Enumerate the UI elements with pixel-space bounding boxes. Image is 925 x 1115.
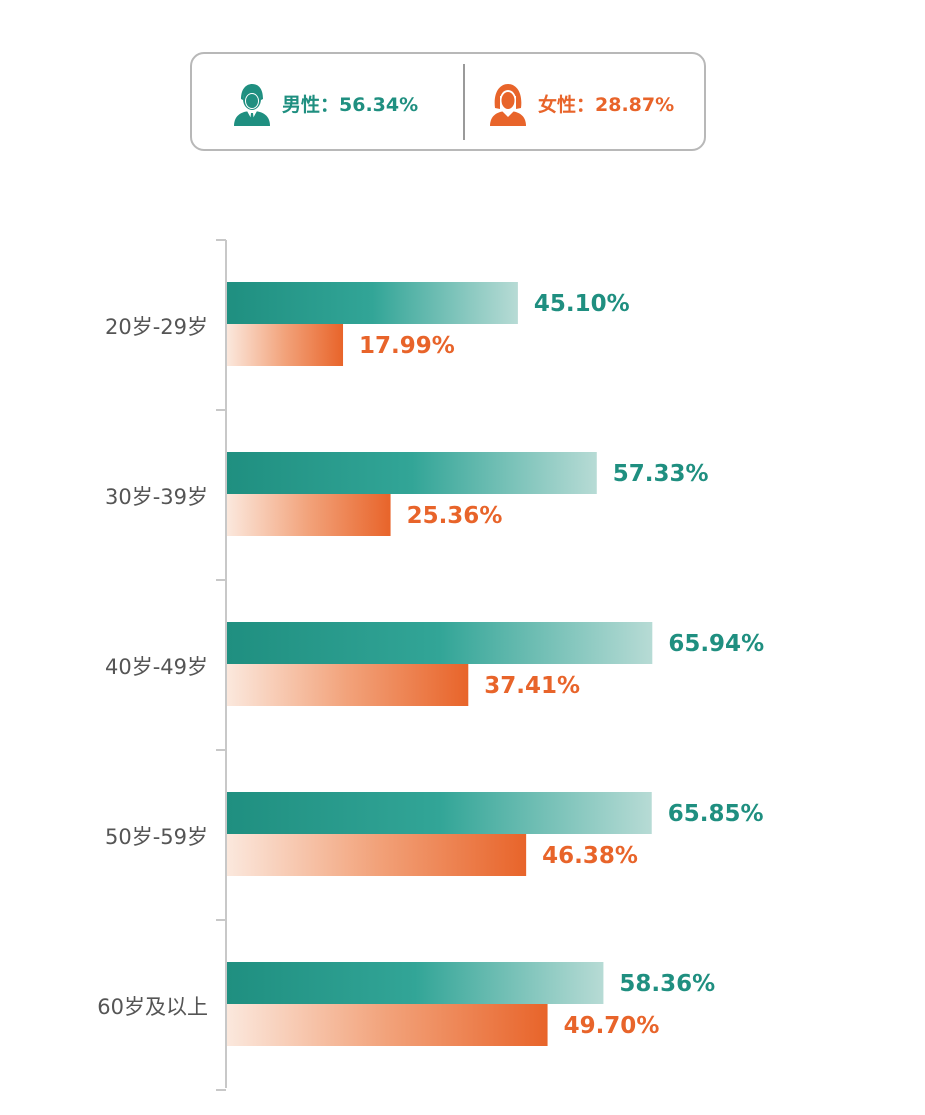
category-label: 60岁及以上 xyxy=(97,995,208,1019)
data-label-female: 46.38% xyxy=(542,843,638,869)
data-label-male: 57.33% xyxy=(613,461,709,487)
male-avatar-icon xyxy=(234,83,270,126)
bars: 45.10% 17.99% 57.33% 25.36% 65.94% 37.41% 65.8… xyxy=(227,282,764,1046)
y-axis: 20岁-29岁 30岁-39岁 40岁-49岁 50岁-59岁 60岁及以上 xyxy=(97,239,227,1091)
data-label-female: 17.99% xyxy=(359,333,455,359)
female-avatar-icon xyxy=(490,83,526,126)
category-label: 40岁-49岁 xyxy=(105,655,208,679)
legend-divider xyxy=(463,64,465,140)
legend-box: 男性：56.34% 女性：28.87% xyxy=(190,52,706,151)
bar-male xyxy=(227,452,597,494)
legend-item-male: 男性：56.34% xyxy=(232,54,418,153)
legend-item-female: 女性：28.87% xyxy=(488,54,674,153)
legend-male-label: 男性：56.34% xyxy=(282,94,419,116)
bar-female xyxy=(227,834,527,876)
bar-female xyxy=(227,324,344,366)
data-label-male: 58.36% xyxy=(619,971,715,997)
data-label-male: 65.85% xyxy=(668,801,764,827)
bar-male xyxy=(227,962,604,1004)
category-label: 30岁-39岁 xyxy=(105,485,208,509)
bar-male xyxy=(227,622,653,664)
category-label: 50岁-59岁 xyxy=(105,825,208,849)
bar-male xyxy=(227,792,652,834)
category-label: 20岁-29岁 xyxy=(105,315,208,339)
data-label-male: 45.10% xyxy=(534,291,630,317)
data-label-female: 25.36% xyxy=(407,503,503,529)
data-label-female: 37.41% xyxy=(484,673,580,699)
bar-female xyxy=(227,1004,548,1046)
legend-female-label: 女性：28.87% xyxy=(538,94,675,116)
data-label-female: 49.70% xyxy=(564,1013,660,1039)
bar-male xyxy=(227,282,518,324)
data-label-male: 65.94% xyxy=(668,631,764,657)
bar-female xyxy=(227,664,469,706)
bar-female xyxy=(227,494,391,536)
